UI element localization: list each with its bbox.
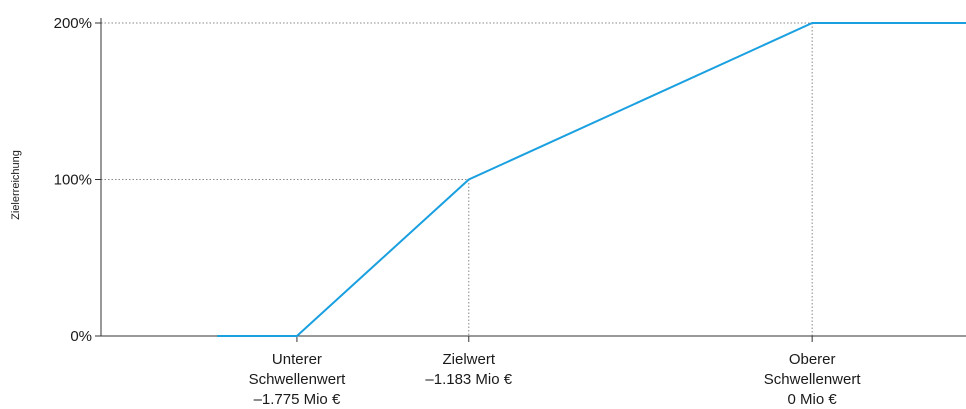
y-tick-label-200: 200% — [54, 15, 92, 32]
grid-layer — [101, 22, 813, 336]
x-tick-label-0-line-1: Schwellenwert — [249, 371, 347, 388]
x-tick-label-2: Oberer Schwellenwert 0 Mio € — [764, 351, 862, 408]
x-tick-label-2-line-0: Oberer — [789, 351, 836, 368]
x-tick-label-2-line-1: Schwellenwert — [764, 371, 862, 388]
y-axis-title: Zielerreichung — [10, 150, 22, 220]
x-tick-label-0-line-2: –1.775 Mio € — [254, 391, 341, 408]
y-tick-label-100: 100% — [54, 172, 92, 189]
axis-layer — [95, 18, 966, 342]
y-tick-label-0: 0% — [70, 328, 92, 345]
x-tick-label-1-line-1: –1.183 Mio € — [425, 371, 512, 388]
x-tick-label-1: Zielwert –1.183 Mio € — [425, 351, 512, 388]
x-tick-label-0-line-0: Unterer — [272, 351, 322, 368]
x-tick-label-1-line-0: Zielwert — [443, 351, 496, 368]
label-layer: 0% 100% 200% Unterer Schwellenwert –1.775 Mio… — [54, 15, 862, 408]
x-tick-label-0: Unterer Schwellenwert –1.775 Mio € — [249, 351, 347, 408]
series-line-0 — [217, 22, 966, 337]
x-tick-label-2-line-2: 0 Mio € — [788, 391, 838, 408]
series-layer — [217, 22, 966, 337]
